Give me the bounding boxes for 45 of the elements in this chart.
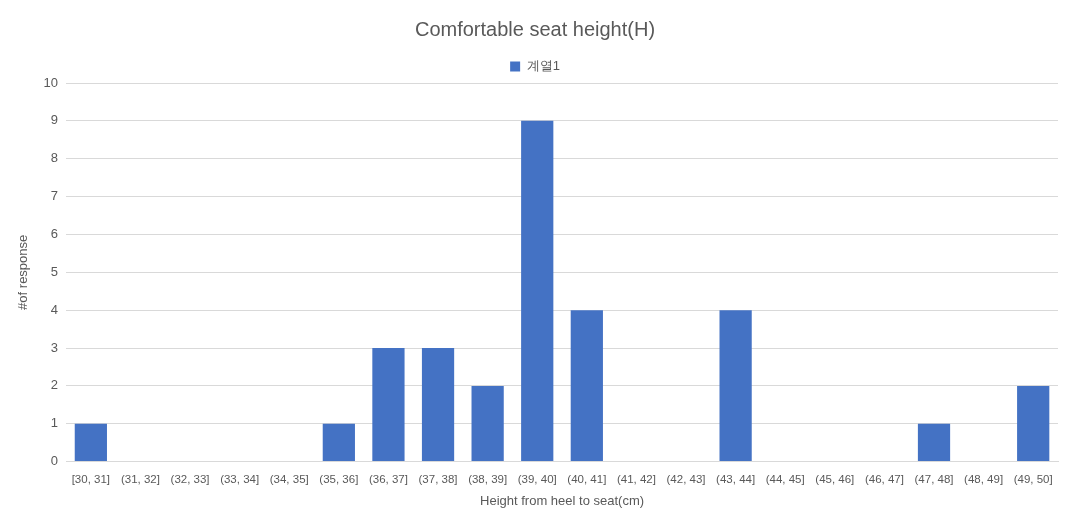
x-tick-label: (46, 47]: [864, 472, 904, 485]
x-tick-label: (31, 32]: [120, 472, 160, 485]
y-axis-title: #of response: [15, 234, 31, 310]
bar: [917, 423, 951, 462]
x-tick-label: (37, 38]: [418, 472, 458, 485]
x-tick-label: (35, 36]: [319, 472, 359, 485]
y-tick-label: 9: [50, 112, 59, 128]
bar: [471, 385, 504, 462]
y-tick-label: 5: [50, 263, 59, 279]
y-tick-label: 7: [50, 188, 59, 204]
y-tick-label: 6: [50, 226, 59, 242]
x-tick-label: (32, 33]: [170, 472, 210, 485]
x-tick-label: (42, 43]: [666, 472, 706, 485]
chart-title: Comfortable seat height(H): [414, 17, 656, 40]
x-tick-label: (34, 35]: [269, 472, 309, 485]
y-tick-label: 8: [50, 150, 59, 166]
x-tick-label: [30, 31]: [71, 472, 111, 485]
bar: [1017, 385, 1050, 462]
legend-label: 계열1: [526, 58, 560, 74]
x-tick-label: (47, 48]: [914, 472, 954, 485]
x-tick-label: (36, 37]: [368, 472, 408, 485]
x-tick-label: (39, 40]: [517, 472, 557, 485]
bar: [421, 348, 455, 462]
y-tick-label: 0: [50, 453, 59, 469]
x-tick-label: (44, 45]: [765, 472, 805, 485]
bar: [322, 423, 355, 462]
x-tick-label: (33, 34]: [220, 472, 260, 485]
y-tick-label: 3: [50, 339, 59, 355]
bar: [570, 310, 603, 462]
y-tick-label: 1: [50, 415, 59, 431]
bar: [74, 423, 107, 462]
x-tick-label: (45, 46]: [815, 472, 855, 485]
x-axis-title: Height from heel to seat(cm): [480, 492, 645, 508]
y-tick-label: 4: [50, 301, 59, 317]
x-tick-label: (40, 41]: [567, 472, 607, 485]
bar: [719, 310, 752, 462]
y-tick-label: 2: [50, 377, 59, 393]
x-tick-label: (41, 42]: [616, 472, 656, 485]
x-tick-label: (43, 44]: [716, 472, 756, 485]
bar: [372, 348, 405, 462]
y-tick-label: 10: [43, 74, 59, 90]
x-tick-label: (49, 50]: [1013, 472, 1053, 485]
x-tick-label: (48, 49]: [964, 472, 1004, 485]
x-tick-label: (38, 39]: [468, 472, 508, 485]
bar: [521, 120, 554, 462]
